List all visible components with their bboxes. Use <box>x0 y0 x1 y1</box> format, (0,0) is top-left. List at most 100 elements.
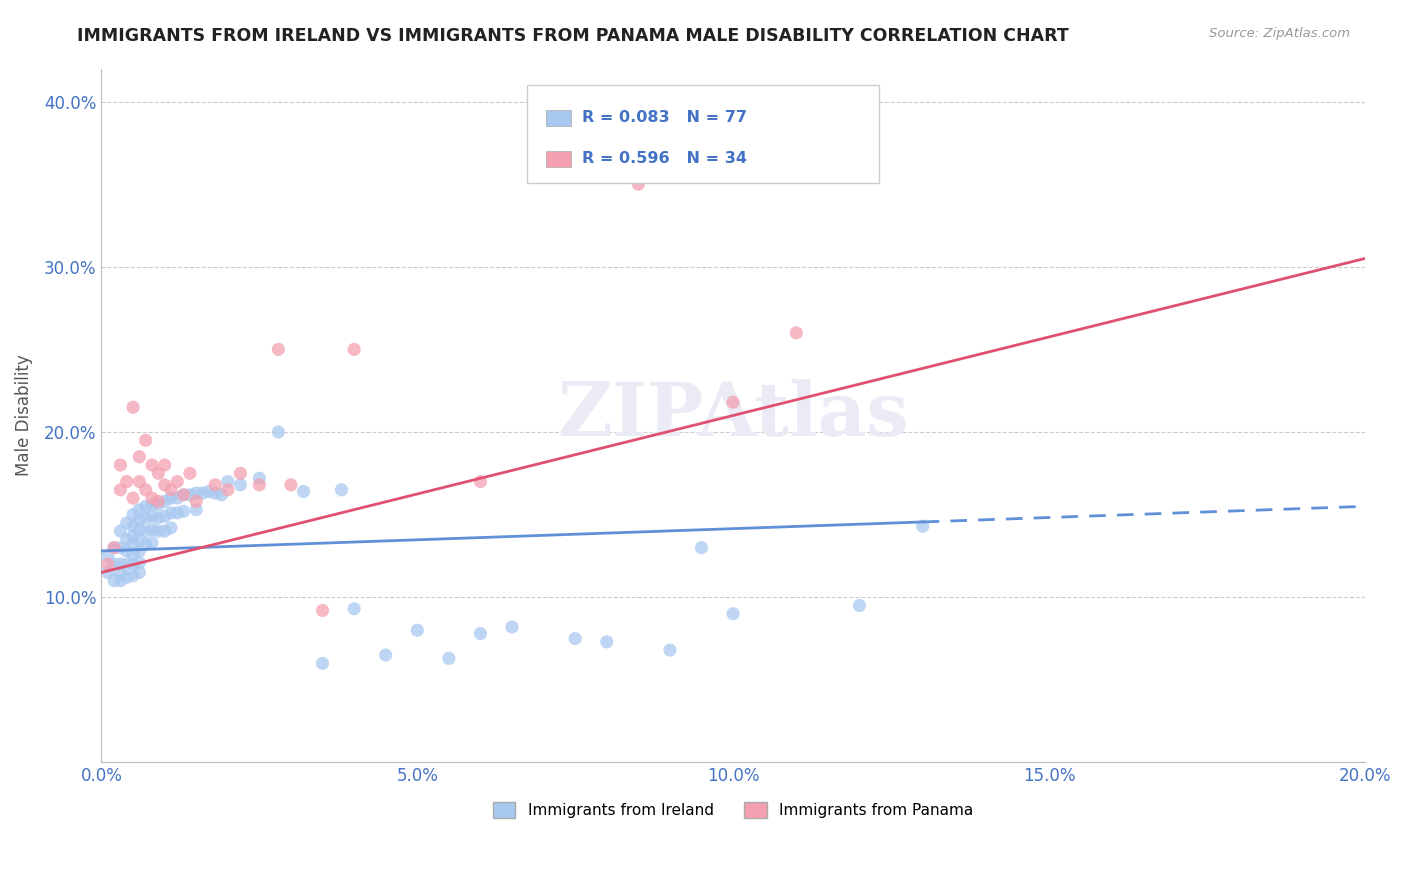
Point <box>166 506 188 520</box>
Point <box>690 541 713 555</box>
Point <box>173 488 195 502</box>
Point <box>128 523 150 537</box>
Point <box>135 524 157 538</box>
Point <box>128 450 150 464</box>
Point <box>110 557 132 571</box>
Point <box>141 535 163 549</box>
Point <box>122 491 145 505</box>
Point <box>141 523 163 537</box>
Point <box>135 483 157 497</box>
Point <box>153 478 176 492</box>
Point <box>141 491 163 505</box>
Point <box>280 478 302 492</box>
Point <box>311 603 333 617</box>
Point <box>148 511 170 525</box>
Point <box>122 519 145 533</box>
Point <box>186 502 208 516</box>
Point <box>343 343 366 357</box>
Point <box>160 521 183 535</box>
Point <box>110 541 132 555</box>
Point <box>110 458 132 472</box>
Point <box>166 491 188 505</box>
Point <box>115 557 138 571</box>
Point <box>141 458 163 472</box>
Point <box>110 524 132 538</box>
Point <box>211 488 233 502</box>
Point <box>596 635 619 649</box>
Point <box>658 643 681 657</box>
Point <box>115 533 138 547</box>
Point <box>115 516 138 530</box>
Point <box>115 544 138 558</box>
Point <box>122 557 145 571</box>
Text: IMMIGRANTS FROM IRELAND VS IMMIGRANTS FROM PANAMA MALE DISABILITY CORRELATION CH: IMMIGRANTS FROM IRELAND VS IMMIGRANTS FR… <box>77 27 1069 45</box>
Point <box>186 486 208 500</box>
Point <box>470 626 492 640</box>
Point <box>115 475 138 489</box>
Point <box>247 478 270 492</box>
Point <box>229 478 252 492</box>
Point <box>141 498 163 512</box>
Point <box>217 475 239 489</box>
Point <box>247 471 270 485</box>
Point <box>148 494 170 508</box>
Point <box>343 601 366 615</box>
Point <box>153 524 176 538</box>
Point <box>97 549 120 563</box>
Point <box>135 500 157 514</box>
Point <box>204 486 226 500</box>
Point <box>721 395 744 409</box>
Point <box>110 483 132 497</box>
Point <box>848 599 870 613</box>
Point <box>110 566 132 580</box>
Point <box>128 512 150 526</box>
Point <box>148 467 170 481</box>
Point <box>406 624 429 638</box>
Point <box>148 524 170 538</box>
Point <box>229 467 252 481</box>
Text: R = 0.083   N = 77: R = 0.083 N = 77 <box>582 111 747 125</box>
Point <box>128 533 150 547</box>
Point <box>135 537 157 551</box>
Point <box>186 494 208 508</box>
Text: Source: ZipAtlas.com: Source: ZipAtlas.com <box>1209 27 1350 40</box>
Point <box>128 556 150 570</box>
Point <box>148 498 170 512</box>
Point <box>173 488 195 502</box>
Point <box>153 458 176 472</box>
Point <box>103 557 125 571</box>
Point <box>135 511 157 525</box>
Point <box>166 475 188 489</box>
Point <box>160 491 183 505</box>
Point <box>97 566 120 580</box>
Point <box>122 529 145 543</box>
Point <box>103 541 125 555</box>
Point <box>911 519 934 533</box>
Point <box>135 434 157 448</box>
Y-axis label: Male Disability: Male Disability <box>15 355 32 476</box>
Point <box>122 547 145 561</box>
Point <box>160 506 183 520</box>
Point <box>217 483 239 497</box>
Point <box>179 467 201 481</box>
Point <box>128 544 150 558</box>
Point <box>103 541 125 555</box>
Point <box>198 484 221 499</box>
Point <box>97 557 120 571</box>
Point <box>191 486 214 500</box>
Legend: Immigrants from Ireland, Immigrants from Panama: Immigrants from Ireland, Immigrants from… <box>486 796 980 824</box>
Point <box>311 657 333 671</box>
Point <box>627 177 650 191</box>
Point <box>330 483 353 497</box>
Point <box>292 484 315 499</box>
Point <box>122 508 145 522</box>
Point <box>374 648 396 662</box>
Point <box>470 475 492 489</box>
Point <box>173 504 195 518</box>
Point <box>122 537 145 551</box>
Point <box>501 620 523 634</box>
Point <box>115 570 138 584</box>
Point <box>267 425 290 439</box>
Point <box>128 566 150 580</box>
Point <box>122 568 145 582</box>
